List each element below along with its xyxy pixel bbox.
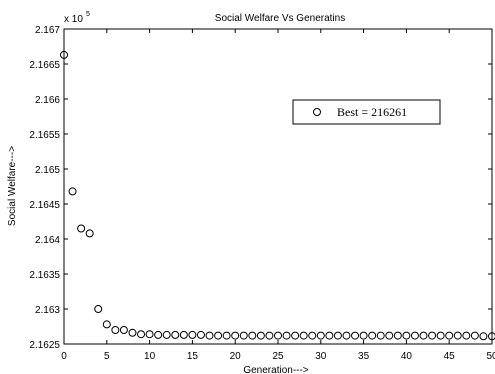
y-tick-label: 2.1635: [29, 270, 60, 281]
data-point: [402, 331, 411, 340]
data-series: [60, 50, 495, 341]
y-exponent-label: x 10: [64, 14, 83, 25]
y-tick-label: 2.1645: [29, 200, 60, 211]
data-point: [342, 331, 351, 340]
x-tick-label: 45: [444, 351, 456, 362]
data-point: [308, 331, 317, 340]
data-point: [119, 326, 128, 334]
data-point: [419, 331, 428, 340]
data-point: [154, 330, 163, 339]
data-point: [111, 326, 120, 334]
data-point: [214, 331, 223, 340]
y-axis: 2.1625 2.163 2.1635 2.164 2.1645 2.165 2.1655 2…: [29, 25, 492, 351]
y-tick-label: 2.166: [35, 95, 60, 106]
data-point: [137, 330, 146, 339]
data-point: [171, 330, 180, 339]
x-tick-label: 35: [358, 351, 370, 362]
data-point: [291, 331, 300, 340]
data-point: [385, 331, 394, 340]
data-point: [239, 331, 248, 340]
data-point: [274, 331, 282, 340]
data-point: [410, 331, 419, 340]
x-tick-label: 50: [486, 351, 495, 362]
data-point: [470, 331, 479, 340]
data-point: [179, 330, 188, 339]
data-point: [359, 331, 368, 340]
data-point: [60, 50, 68, 59]
data-point: [488, 332, 495, 341]
data-point: [162, 330, 171, 339]
data-point: [188, 330, 197, 339]
y-tick-label: 2.1655: [29, 130, 60, 141]
data-point: [77, 224, 86, 233]
data-point: [479, 332, 488, 341]
x-axis-label: Generation--->: [243, 365, 308, 374]
data-point: [368, 331, 377, 340]
y-tick-label: 2.163: [35, 305, 60, 316]
plot-area: [63, 28, 493, 345]
data-point: [445, 331, 454, 340]
data-point: [282, 331, 291, 340]
data-point: [393, 331, 402, 340]
data-point: [94, 305, 103, 313]
legend-label: Best = 216261: [337, 105, 407, 119]
legend: Best = 216261: [292, 99, 441, 125]
y-axis-label: Social Welfare--->: [7, 146, 18, 226]
data-point: [145, 330, 154, 339]
data-point: [436, 331, 445, 340]
data-point: [85, 229, 94, 238]
data-point: [325, 331, 334, 340]
y-exponent-power: 5: [86, 11, 90, 18]
x-tick-label: 20: [230, 351, 242, 362]
data-point: [428, 331, 437, 340]
x-tick-label: 5: [104, 351, 110, 362]
data-point: [231, 331, 240, 340]
data-point: [462, 331, 471, 340]
y-tick-label: 2.1665: [29, 60, 60, 71]
legend-marker: [313, 108, 321, 116]
data-point: [316, 331, 325, 340]
data-point: [128, 328, 137, 337]
y-tick-label: 2.167: [35, 25, 60, 36]
data-point: [222, 331, 231, 340]
data-point: [248, 331, 257, 340]
x-tick-label: 40: [401, 351, 413, 362]
y-tick-label: 2.165: [35, 165, 60, 176]
x-tick-label: 10: [144, 351, 156, 362]
data-point: [453, 331, 462, 340]
chart-title: Social Welfare Vs Generatins: [215, 13, 345, 24]
x-tick-label: 25: [272, 351, 284, 362]
data-point: [376, 331, 385, 340]
data-point: [351, 331, 360, 340]
data-point: [265, 331, 274, 340]
x-tick-label: 0: [61, 351, 67, 362]
y-tick-label: 2.1625: [29, 340, 60, 351]
data-point: [256, 331, 265, 340]
data-point: [333, 331, 342, 340]
data-point: [299, 331, 308, 340]
legend-box: [292, 99, 441, 125]
data-point: [205, 331, 214, 340]
x-axis: 0 5 10 15 20 25 30 35 40 45 50: [61, 29, 495, 362]
data-point: [102, 320, 111, 329]
y-tick-label: 2.164: [35, 235, 60, 246]
x-tick-label: 30: [315, 351, 327, 362]
data-point: [196, 330, 205, 339]
data-point: [68, 187, 77, 196]
x-tick-label: 15: [187, 351, 199, 362]
